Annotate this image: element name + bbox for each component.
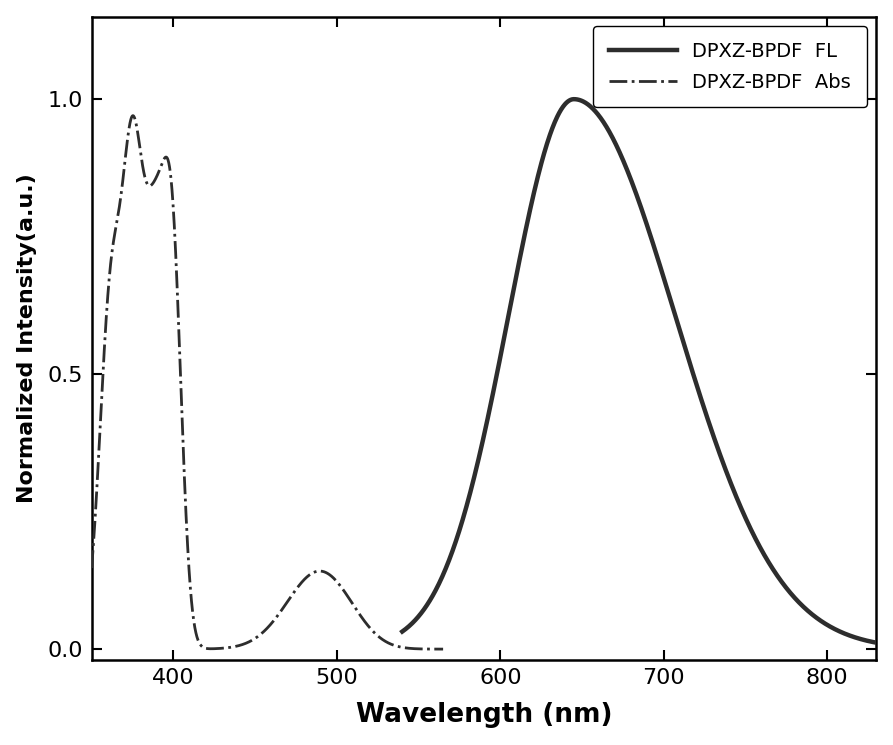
Legend: DPXZ-BPDF  FL, DPXZ-BPDF  Abs: DPXZ-BPDF FL, DPXZ-BPDF Abs <box>593 26 866 107</box>
Y-axis label: Normalized Intensity(a.u.): Normalized Intensity(a.u.) <box>17 174 37 504</box>
X-axis label: Wavelength (nm): Wavelength (nm) <box>355 703 613 729</box>
